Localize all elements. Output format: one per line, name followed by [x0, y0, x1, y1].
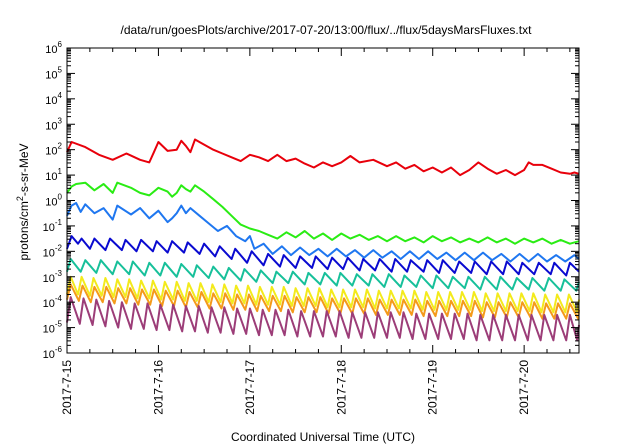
y-tick-base: 10	[45, 146, 57, 158]
x-tick-label: 2017-7-19	[426, 360, 440, 415]
y-tick-label: 104	[45, 91, 62, 107]
series-line-5	[66, 258, 580, 292]
y-tick-exponent: 6	[58, 40, 63, 49]
y-tick-base: 10	[43, 349, 55, 361]
y-axis-label-tail: -s-sr-MeV	[17, 143, 31, 196]
series-line-7	[66, 283, 580, 320]
y-tick-exponent: -2	[55, 243, 63, 252]
y-tick-label: 10-6	[43, 345, 63, 361]
y-tick-base: 10	[43, 298, 55, 310]
y-tick-base: 10	[45, 95, 57, 107]
plot-frame	[66, 47, 580, 354]
y-tick-base: 10	[45, 197, 57, 209]
y-tick-label: 10-4	[43, 294, 63, 310]
x-tick-label: 2017-7-17	[243, 360, 257, 415]
y-tick-exponent: -3	[55, 269, 63, 278]
y-tick-label: 105	[45, 65, 62, 81]
series-line-4	[66, 235, 580, 277]
y-tick-label: 10-3	[43, 269, 63, 285]
series-line-2	[66, 181, 580, 245]
y-tick-base: 10	[45, 120, 57, 132]
y-tick-exponent: -1	[55, 218, 63, 227]
series-layer	[66, 138, 580, 342]
y-tick-label: 101	[45, 167, 62, 183]
y-tick-label: 100	[45, 193, 62, 209]
y-tick-exponent: 2	[58, 142, 63, 151]
y-tick-exponent: 5	[58, 65, 63, 74]
y-axis-label-sup: 2	[15, 196, 25, 201]
y-tick-label: 102	[45, 142, 62, 158]
x-axis-label: Coordinated Universal Time (UTC)	[231, 430, 415, 444]
y-tick-label: 106	[45, 40, 62, 56]
y-tick-base: 10	[45, 171, 57, 183]
y-tick-base: 10	[43, 273, 55, 285]
x-tick-label: 2017-7-16	[151, 360, 165, 415]
x-ticks: 2017-7-15 2017-7-16 2017-7-17 2017-7-18 2017…	[60, 48, 571, 415]
y-tick-label: 10-2	[43, 243, 63, 259]
y-tick-base: 10	[45, 44, 57, 56]
y-tick-label: 10-1	[43, 218, 63, 234]
y-tick-exponent: -6	[55, 345, 63, 354]
y-tick-exponent: -4	[55, 294, 63, 303]
x-tick-label: 2017-7-20	[517, 360, 531, 415]
x-tick-label: 2017-7-18	[334, 360, 348, 415]
chart-title: /data/run/goesPlots/archive/2017-07-20/1…	[121, 23, 533, 37]
y-tick-exponent: 3	[58, 116, 63, 125]
y-tick-base: 10	[43, 222, 55, 234]
y-tick-exponent: 4	[58, 91, 63, 100]
y-tick-base: 10	[43, 324, 55, 336]
y-tick-base: 10	[45, 69, 57, 81]
y-tick-label: 103	[45, 116, 62, 132]
y-axis-label-base: protons/cm	[17, 201, 31, 260]
y-tick-base: 10	[43, 247, 55, 259]
series-line-3	[66, 202, 580, 263]
series-line-1	[66, 138, 580, 177]
svg-text:protons/cm2-s-sr-MeV: protons/cm2-s-sr-MeV	[15, 143, 31, 260]
y-tick-exponent: 0	[58, 193, 63, 202]
series-line-8	[66, 296, 580, 342]
y-tick-exponent: -5	[55, 320, 63, 329]
y-tick-exponent: 1	[58, 167, 63, 176]
y-tick-label: 10-5	[43, 320, 63, 336]
y-axis-label: protons/cm2-s-sr-MeV	[15, 143, 31, 260]
series-line-6	[66, 275, 580, 314]
x-tick-label: 2017-7-15	[60, 360, 74, 415]
y-ticks: 10-610-510-410-310-210-11001011021031041…	[43, 40, 579, 361]
